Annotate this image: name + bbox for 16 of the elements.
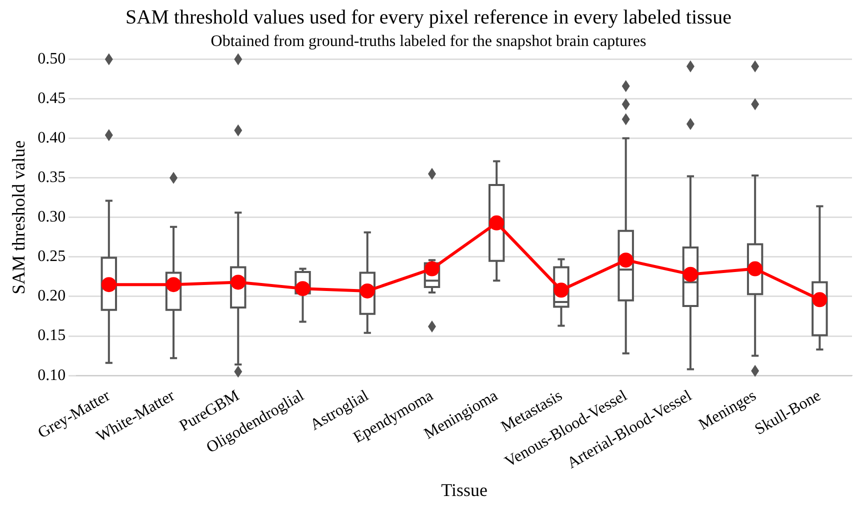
y-tick-label: 0.25 [38, 248, 66, 266]
chart-title: SAM threshold values used for every pixel reference in every labeled tissue [126, 6, 732, 28]
point [812, 292, 828, 308]
y-tick-label: 0.45 [38, 90, 66, 107]
y-tick-label: 0.20 [38, 288, 66, 305]
point [489, 215, 504, 230]
x-axis-title: Tissue [441, 480, 488, 500]
y-tick-label: 0.40 [38, 129, 66, 146]
y-axis-title: SAM threshold value [8, 140, 29, 294]
y-tick-label: 0.30 [38, 208, 66, 226]
y-tick-label: 0.15 [38, 327, 66, 344]
y-tick-label: 0.10 [38, 366, 66, 384]
point [618, 252, 634, 268]
chart-subtitle: Obtained from ground-truths labeled for the snapshot brain captures [210, 32, 646, 50]
y-tick-label: 0.50 [38, 50, 66, 68]
y-tick-label: 0.35 [38, 169, 66, 186]
